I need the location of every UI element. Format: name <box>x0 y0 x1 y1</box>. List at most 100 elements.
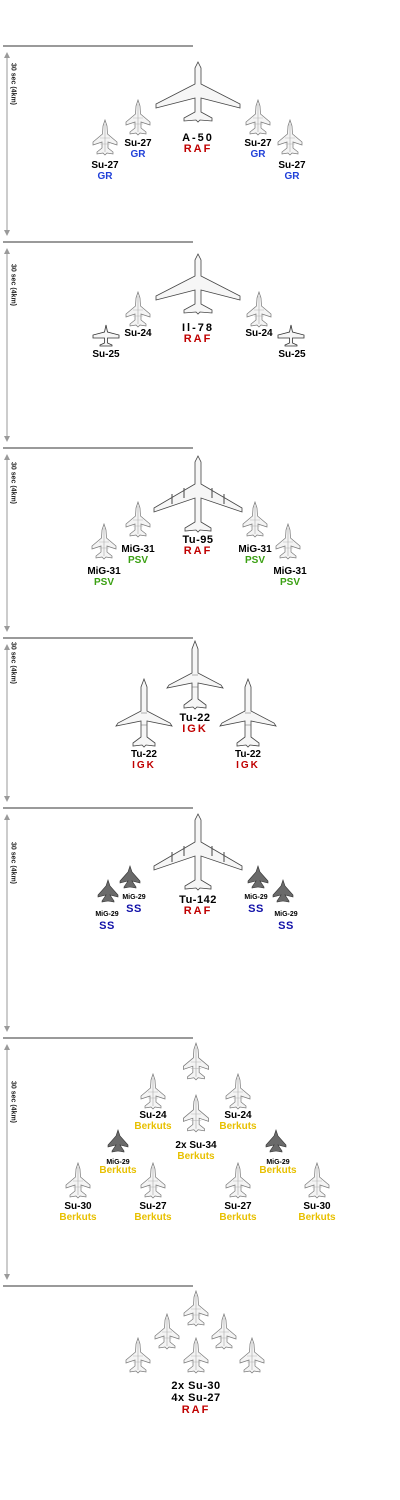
aircraft-name-6-8: Su-27 <box>139 1201 167 1212</box>
unit-label-4-1: IGK <box>182 723 208 735</box>
aircraft-name-3-1: Tu-95 <box>182 534 214 546</box>
unit-label-6-9: Berkuts <box>219 1212 257 1223</box>
aircraft-name-1-5: Su-27 <box>278 160 306 171</box>
aircraft-icon-6-6 <box>265 1129 287 1153</box>
aircraft-icon-1-2 <box>125 99 151 136</box>
aircraft-name-6-6: MiG-29 <box>266 1159 290 1166</box>
unit-label-5-1: RAF <box>183 905 213 917</box>
aircraft-icon-6-4 <box>183 1094 209 1133</box>
aircraft-icon-6-8 <box>140 1162 166 1199</box>
interval-label-4: 30 sec (4km) <box>9 641 17 685</box>
aircraft-name-5-3: MiG-29 <box>95 911 119 918</box>
unit-label-5-5: SS <box>278 920 294 932</box>
aircraft-icon-3-2 <box>125 501 151 538</box>
aircraft-name-4-1: Tu-22 <box>179 712 211 724</box>
aircraft-icon-2-4 <box>92 324 120 347</box>
aircraft-icon-7-6 <box>239 1337 265 1374</box>
aircraft-name-6-5: MiG-29 <box>106 1159 130 1166</box>
aircraft-name-5-1: Tu-142 <box>179 894 217 906</box>
aircraft-icon-3-1 <box>153 455 243 533</box>
unit-label-5-2: SS <box>126 903 142 915</box>
aircraft-icon-3-3 <box>242 501 268 538</box>
aircraft-name-4-3: Tu-22 <box>235 749 261 760</box>
aircraft-icon-5-5 <box>272 879 294 903</box>
aircraft-icon-4-3 <box>219 678 277 748</box>
aircraft-icon-2-1 <box>155 253 241 315</box>
aircraft-name-6-10: Su-30 <box>303 1201 331 1212</box>
aircraft-icon-1-4 <box>245 99 271 136</box>
interval-arrow-2 <box>4 248 10 442</box>
aircraft-name-6-2: Su-24 <box>139 1110 167 1121</box>
aircraft-icon-5-1 <box>153 813 243 891</box>
aircraft-name-7-2: 4x Su-27 <box>171 1392 221 1404</box>
unit-label-1-5: GR <box>284 171 300 182</box>
unit-label-4-3: IGK <box>236 760 260 771</box>
aircraft-name-3-2: MiG-31 <box>121 544 155 555</box>
unit-label-7: RAF <box>181 1404 211 1416</box>
unit-label-6-8: Berkuts <box>134 1212 172 1223</box>
aircraft-icon-7-1 <box>183 1290 209 1327</box>
aircraft-name-5-5: MiG-29 <box>274 911 298 918</box>
unit-label-2-1: RAF <box>183 333 213 345</box>
aircraft-icon-3-5 <box>275 523 301 560</box>
unit-label-3-2: PSV <box>127 555 149 566</box>
aircraft-name-6-3: Su-24 <box>224 1110 252 1121</box>
aircraft-icon-6-1 <box>183 1042 209 1081</box>
aircraft-icon-7-2 <box>154 1313 180 1350</box>
aircraft-name-6-9: Su-27 <box>224 1201 252 1212</box>
aircraft-icon-2-2 <box>125 291 151 328</box>
unit-label-3-1: RAF <box>183 545 213 557</box>
aircraft-icon-5-2 <box>119 865 141 889</box>
unit-label-1-2: GR <box>130 149 146 160</box>
interval-arrow-5 <box>4 814 10 1032</box>
aircraft-icon-6-7 <box>65 1162 91 1199</box>
aircraft-icon-1-5 <box>277 119 303 156</box>
aircraft-name-1-3: Su-27 <box>91 160 119 171</box>
aircraft-name-1-2: Su-27 <box>124 138 152 149</box>
interval-arrow-4 <box>4 644 10 802</box>
unit-label-6-6: Berkuts <box>259 1165 297 1176</box>
group-dividers <box>3 45 193 1287</box>
aircraft-icon-5-3 <box>97 879 119 903</box>
aircraft-icon-6-5 <box>107 1129 129 1153</box>
aircraft-icon-3-4 <box>91 523 117 560</box>
aircraft-name-2-5: Su-25 <box>278 349 306 360</box>
unit-label-3-5: PSV <box>279 577 301 588</box>
aircraft-name-2-3: Su-24 <box>245 328 273 339</box>
unit-label-5-4: SS <box>248 903 264 915</box>
unit-label-1-3: GR <box>97 171 113 182</box>
unit-label-5-3: SS <box>99 920 115 932</box>
aircraft-name-2-4: Su-25 <box>92 349 120 360</box>
interval-label-1: 30 sec (4km) <box>9 62 17 106</box>
aircraft-name-3-5: MiG-31 <box>273 566 307 577</box>
interval-label-6: 30 sec (4km) <box>9 1080 17 1124</box>
aircraft-icon-2-3 <box>246 291 272 328</box>
interval-label-5: 30 sec (4km) <box>9 841 17 885</box>
unit-label-4-2: IGK <box>132 760 156 771</box>
aircraft-icon-7-3 <box>211 1313 237 1350</box>
unit-label-3-3: PSV <box>244 555 266 566</box>
interval-arrow-3 <box>4 454 10 632</box>
aircraft-icon-6-9 <box>225 1162 251 1199</box>
aircraft-icon-5-4 <box>247 865 269 889</box>
aircraft-icon-6-3 <box>225 1073 251 1110</box>
aircraft-name-2-2: Su-24 <box>124 328 152 339</box>
aircraft-name-1-1: A-50 <box>182 132 214 144</box>
aircraft-icon-4-2 <box>115 678 173 748</box>
aircraft-name-7-1: 2x Su-30 <box>171 1380 221 1392</box>
unit-label-6-2: Berkuts <box>134 1121 172 1132</box>
unit-label-1-4: GR <box>250 149 266 160</box>
aircraft-icon-6-2 <box>140 1073 166 1110</box>
aircraft-name-5-2: MiG-29 <box>122 894 146 901</box>
unit-label-6-7: Berkuts <box>59 1212 97 1223</box>
unit-label-1-1: RAF <box>183 143 213 155</box>
aircraft-icon-7-5 <box>183 1337 209 1374</box>
aircraft-icon-6-10 <box>304 1162 330 1199</box>
interval-label-2: 30 sec (4km) <box>9 263 17 307</box>
aircraft-name-6-4: 2x Su-34 <box>175 1140 217 1151</box>
aircraft-icon-7-4 <box>125 1337 151 1374</box>
interval-arrow-6 <box>4 1044 10 1280</box>
aircraft-name-3-3: MiG-31 <box>238 544 272 555</box>
interval-arrow-1 <box>4 52 10 236</box>
